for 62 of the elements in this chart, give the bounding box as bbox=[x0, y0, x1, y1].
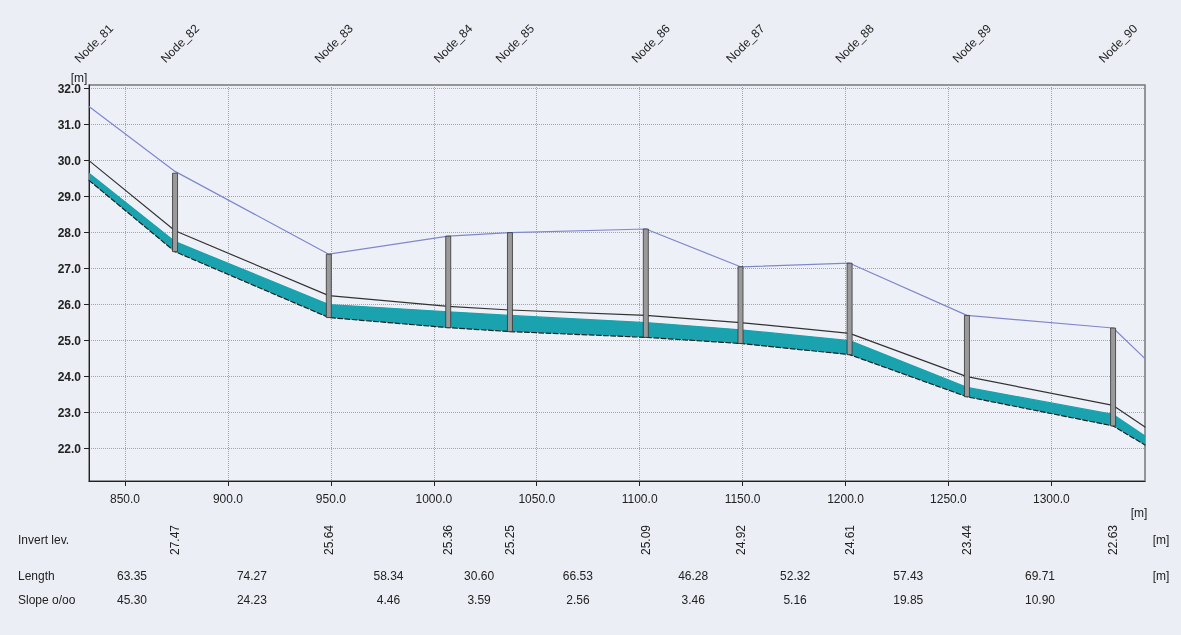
x-tick-label: 950.0 bbox=[315, 492, 347, 506]
text: 25.64 bbox=[321, 524, 336, 556]
x-tick-label: 1250.0 bbox=[930, 492, 968, 506]
text: 5.16 bbox=[783, 593, 808, 607]
text: 58.34 bbox=[373, 569, 404, 583]
text: 24.23 bbox=[236, 593, 268, 607]
text: 19.85 bbox=[893, 593, 924, 607]
text: 69.71 bbox=[1025, 569, 1056, 583]
x-tick-label: 1000.0 bbox=[415, 492, 453, 506]
text: 25.36 bbox=[441, 524, 456, 556]
text: 25.25 bbox=[502, 524, 517, 556]
bar bbox=[846, 262, 853, 356]
text: Slope o/oo bbox=[18, 593, 76, 607]
y-tick-label: 26.0 bbox=[57, 297, 82, 312]
x-tick-label: 1050.0 bbox=[518, 492, 556, 506]
text: 46.28 bbox=[678, 569, 709, 583]
bar bbox=[445, 235, 452, 329]
text: 27.47 bbox=[168, 524, 183, 556]
bar bbox=[964, 315, 970, 398]
x-axis-title: [m] bbox=[1130, 506, 1148, 520]
line-series bbox=[88, 106, 1146, 360]
text: 22.63 bbox=[1106, 524, 1121, 556]
y-tick-label: 22.0 bbox=[57, 441, 82, 456]
text: 57.43 bbox=[893, 569, 924, 583]
text: 4.46 bbox=[376, 593, 401, 607]
bar bbox=[172, 172, 178, 253]
x-tick-label: 850.0 bbox=[110, 492, 141, 506]
text: 30.60 bbox=[464, 569, 495, 583]
bar bbox=[642, 228, 649, 338]
text: 52.32 bbox=[780, 569, 811, 583]
text: [m] bbox=[1152, 569, 1170, 583]
text: 74.27 bbox=[236, 569, 268, 583]
x-tick-label: 1200.0 bbox=[827, 492, 865, 506]
y-tick-label: 28.0 bbox=[57, 225, 82, 240]
text: 3.46 bbox=[681, 593, 706, 607]
text: [m] bbox=[1152, 533, 1170, 547]
text: 3.59 bbox=[467, 593, 492, 607]
bar bbox=[507, 232, 513, 332]
text: 45.30 bbox=[117, 593, 148, 607]
y-tick-label: 31.0 bbox=[57, 117, 82, 132]
x-tick-label: 1300.0 bbox=[1032, 492, 1071, 506]
y-tick-label: 30.0 bbox=[57, 153, 82, 168]
text: 63.35 bbox=[117, 569, 148, 583]
text: 2.56 bbox=[566, 593, 590, 607]
text: 10.90 bbox=[1025, 593, 1056, 607]
x-tick-label: 1100.0 bbox=[621, 492, 658, 506]
y-tick-label: 24.0 bbox=[57, 369, 82, 384]
x-tick-label: 1150.0 bbox=[724, 492, 761, 506]
text: 66.53 bbox=[562, 569, 594, 583]
y-tick-label: 27.0 bbox=[57, 261, 82, 276]
text: 24.92 bbox=[733, 524, 748, 556]
text: Invert lev. bbox=[18, 533, 70, 547]
text: 23.44 bbox=[959, 524, 974, 556]
y-tick-label: 29.0 bbox=[57, 189, 82, 204]
y-tick-label: 25.0 bbox=[57, 333, 82, 348]
text: 24.61 bbox=[842, 524, 857, 556]
x-tick-label: 900.0 bbox=[212, 492, 244, 506]
bar bbox=[325, 253, 332, 318]
bar bbox=[737, 266, 744, 344]
text: Length bbox=[18, 569, 55, 583]
y-tick-label: 23.0 bbox=[57, 405, 82, 420]
text: 25.09 bbox=[638, 524, 653, 556]
